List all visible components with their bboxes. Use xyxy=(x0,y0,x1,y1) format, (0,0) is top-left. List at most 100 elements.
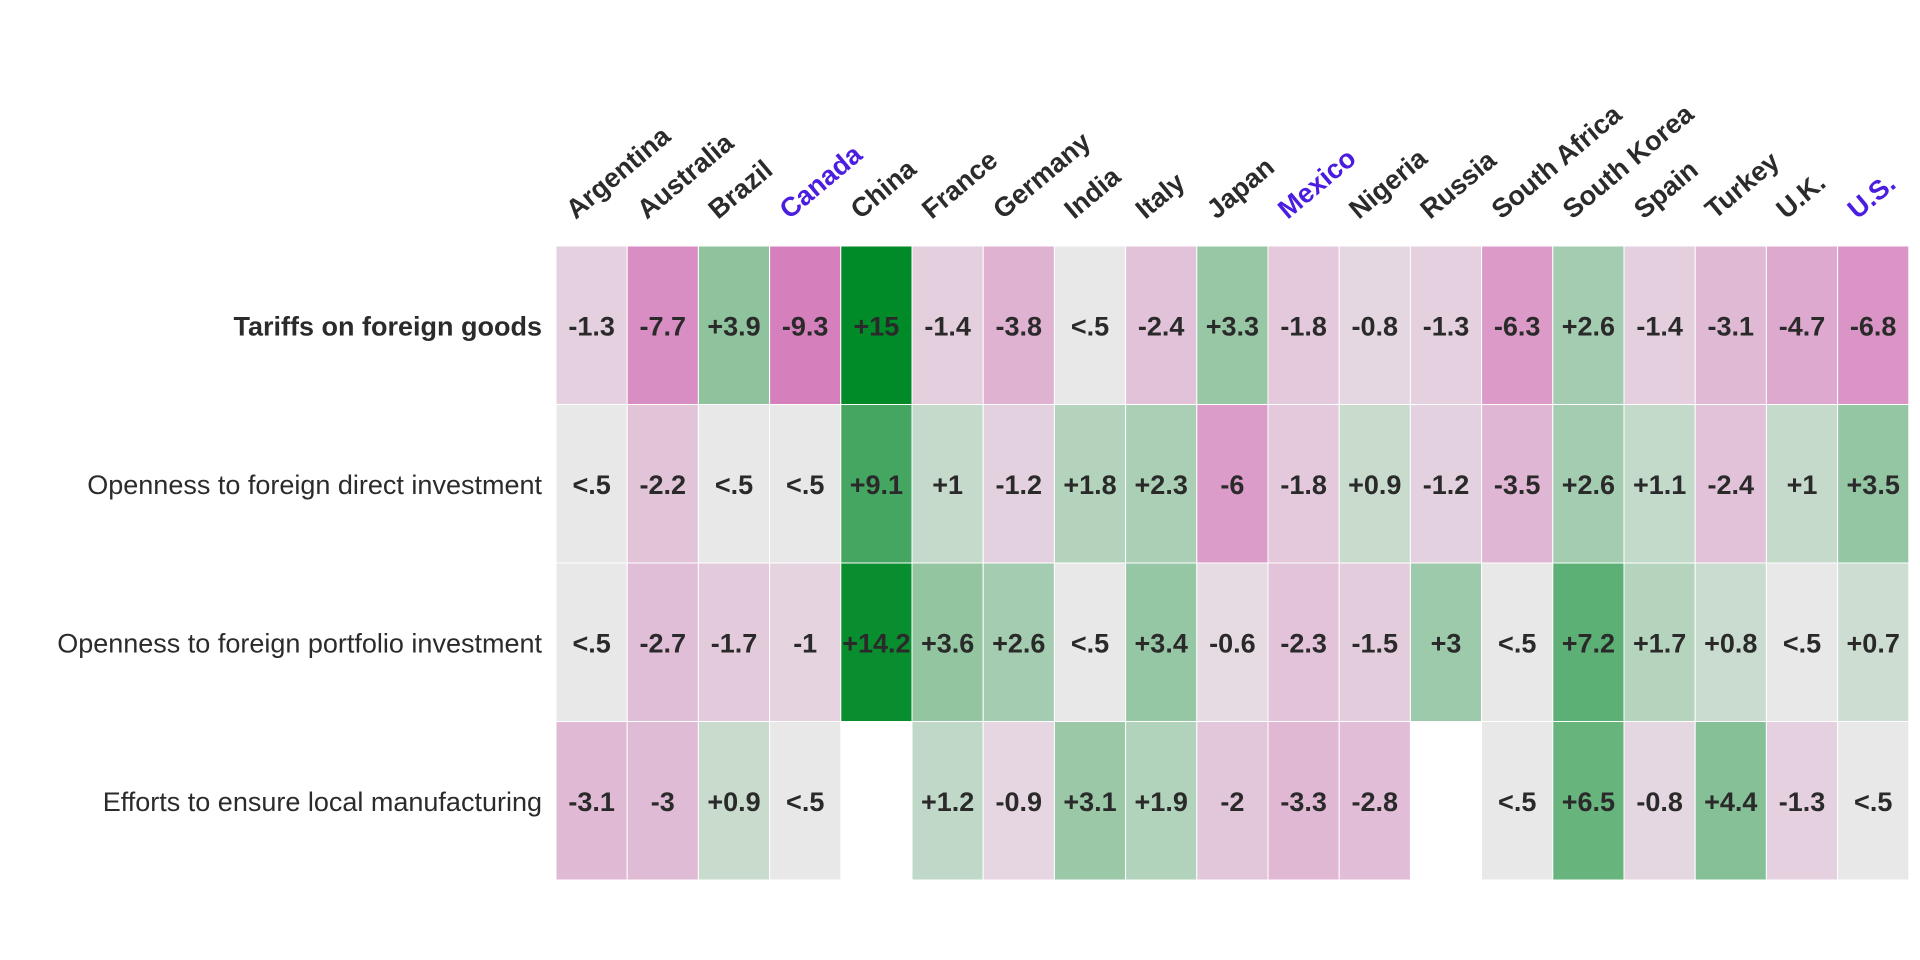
heatmap-cell xyxy=(626,721,699,881)
cell-value-label: <.5 xyxy=(715,470,753,500)
cell-value-label: -1.4 xyxy=(1636,311,1683,341)
heatmap-cell xyxy=(1765,404,1839,564)
cell-value-label: -1.8 xyxy=(1280,470,1327,500)
cell-value-label: <.5 xyxy=(1071,311,1109,341)
heatmap-cell xyxy=(1125,721,1198,881)
cell-value-label: -9.3 xyxy=(782,311,829,341)
cell-value-label: -0.8 xyxy=(1352,311,1399,341)
cell-value-label: -2.4 xyxy=(1708,470,1755,500)
cell-value-label: -7.7 xyxy=(640,311,687,341)
heatmap-cell xyxy=(1837,562,1910,722)
heatmap-cell xyxy=(840,562,913,722)
heatmap-cell xyxy=(1196,562,1269,722)
heatmap-cell xyxy=(1125,562,1198,722)
heatmap-cell xyxy=(1053,245,1127,405)
heatmap-cell xyxy=(1409,562,1483,722)
heatmap-cell xyxy=(697,562,771,722)
cell-value-label: +1.7 xyxy=(1633,628,1686,658)
heatmap-cell xyxy=(697,404,771,564)
cell-value-label: -3.5 xyxy=(1494,470,1541,500)
heatmap-cell xyxy=(1196,245,1269,405)
row-label: Openness to foreign portfolio investment xyxy=(57,628,542,658)
heatmap-cell xyxy=(1552,404,1625,564)
column-label: Italy xyxy=(1130,167,1191,225)
heatmap-cell xyxy=(1552,721,1625,881)
cell-value-label: +3.3 xyxy=(1206,311,1259,341)
column-label: Mexico xyxy=(1272,143,1361,225)
cell-value-label: +0.7 xyxy=(1847,628,1900,658)
cell-value-label: +7.2 xyxy=(1562,628,1615,658)
cell-value-label: +1 xyxy=(1787,470,1818,500)
heatmap-cell xyxy=(1694,562,1767,722)
heatmap-cell xyxy=(1338,245,1411,405)
column-labels: ArgentinaAustraliaBrazilCanadaChinaFranc… xyxy=(560,98,1901,225)
heatmap-cell xyxy=(1552,562,1625,722)
heatmap-cell xyxy=(1196,721,1269,881)
cell-value-label: +6.5 xyxy=(1562,787,1615,817)
cell-value-label: -0.8 xyxy=(1636,787,1683,817)
cell-value-label: <.5 xyxy=(1783,628,1821,658)
cell-value-label: +15 xyxy=(853,311,899,341)
cell-value-label: -6 xyxy=(1220,470,1244,500)
cell-value-label: +3.4 xyxy=(1135,628,1188,658)
cell-value-label: <.5 xyxy=(572,470,610,500)
heatmap-cells: -1.3 -7.7 +3.9 -9.3 +15 -1.4 -3.8 <.5 -2.4 +3.3 -1… xyxy=(555,245,1910,881)
cell-value-label: -3 xyxy=(651,787,675,817)
row-label: Openness to foreign direct investment xyxy=(87,470,542,500)
cell-value-label: +9.1 xyxy=(850,470,903,500)
cell-value-label: +2.6 xyxy=(992,628,1045,658)
cell-value-label: +2.3 xyxy=(1135,470,1188,500)
cell-value-label: +2.6 xyxy=(1562,311,1615,341)
heatmap-cell xyxy=(982,404,1055,564)
cell-value-label: +3.1 xyxy=(1063,787,1116,817)
cell-value-label: -1.8 xyxy=(1280,311,1327,341)
heatmap-cell xyxy=(626,562,699,722)
heatmap-cell xyxy=(1623,562,1696,722)
row-label: Efforts to ensure local manufacturing xyxy=(103,787,542,817)
row-label: Tariffs on foreign goods xyxy=(234,311,542,341)
cell-value-label: <.5 xyxy=(786,470,824,500)
cell-value-label: +3.9 xyxy=(707,311,760,341)
heatmap-cell xyxy=(1623,404,1696,564)
cell-value-label: -3.1 xyxy=(1708,311,1755,341)
heatmap-cell xyxy=(626,404,699,564)
heatmap-cell xyxy=(1125,404,1198,564)
cell-value-label: +3 xyxy=(1431,628,1462,658)
column-label: France xyxy=(916,145,1003,225)
heatmap-cell xyxy=(982,721,1055,881)
heatmap-cell xyxy=(1481,245,1554,405)
heatmap-cell xyxy=(555,721,628,881)
cell-value-label: -1.3 xyxy=(1423,311,1470,341)
heatmap-cell xyxy=(769,404,842,564)
heatmap-cell xyxy=(1765,562,1839,722)
cell-value-label: -1.2 xyxy=(1423,470,1470,500)
heatmap-cell xyxy=(982,562,1055,722)
cell-value-label: <.5 xyxy=(1498,628,1536,658)
cell-value-label: -3.1 xyxy=(568,787,615,817)
cell-value-label: -4.7 xyxy=(1779,311,1826,341)
heatmap-cell xyxy=(1765,721,1839,881)
cell-value-label: -2.3 xyxy=(1280,628,1327,658)
column-label: Turkey xyxy=(1699,146,1785,225)
cell-value-label: -0.6 xyxy=(1209,628,1256,658)
heatmap-cell xyxy=(697,721,771,881)
heatmap-cell xyxy=(1837,404,1910,564)
heatmap-cell xyxy=(1765,245,1839,405)
heatmap-cell xyxy=(769,245,842,405)
cell-value-label: -3.3 xyxy=(1280,787,1327,817)
cell-value-label: -2.2 xyxy=(640,470,687,500)
heatmap-cell xyxy=(1837,245,1910,405)
cell-value-label: <.5 xyxy=(572,628,610,658)
cell-value-label: +4.4 xyxy=(1704,787,1757,817)
cell-value-label: -2.7 xyxy=(640,628,687,658)
heatmap-cell xyxy=(1053,721,1127,881)
cell-value-label: -1.4 xyxy=(924,311,971,341)
cell-value-label: +1.2 xyxy=(921,787,974,817)
heatmap-cell xyxy=(1267,404,1340,564)
cell-value-label: -1.7 xyxy=(711,628,758,658)
heatmap-cell xyxy=(1481,404,1554,564)
column-label: U.K. xyxy=(1771,167,1832,225)
cell-value-label: +14.2 xyxy=(842,628,910,658)
heatmap-cell xyxy=(1694,245,1767,405)
